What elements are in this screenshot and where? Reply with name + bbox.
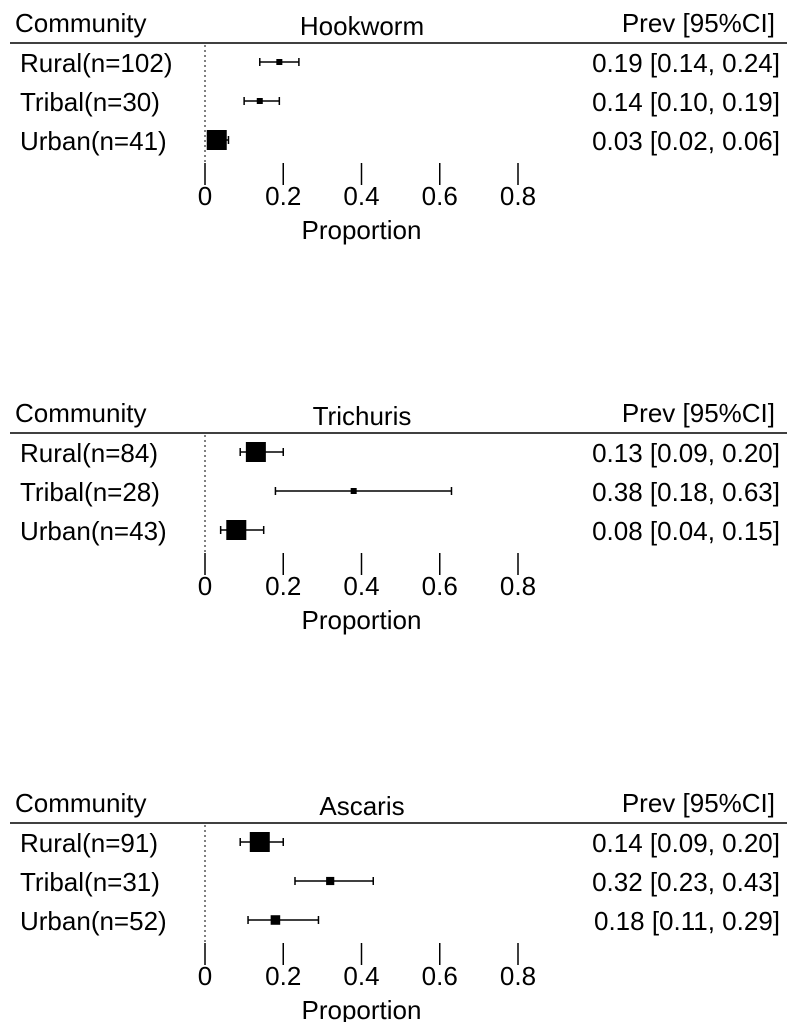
point-estimate	[256, 98, 263, 104]
point-estimate	[226, 520, 247, 540]
row-label: Rural(n=84)	[20, 438, 158, 468]
x-tick-label: 0.8	[500, 181, 536, 211]
row-label: Rural(n=102)	[20, 48, 172, 78]
x-tick-label: 0.4	[343, 181, 379, 211]
value-label: 0.03 [0.02, 0.06]	[592, 126, 780, 156]
row-label: Tribal(n=31)	[20, 867, 160, 897]
row-label: Tribal(n=30)	[20, 87, 160, 117]
x-tick-label: 0.8	[500, 571, 536, 601]
value-label: 0.14 [0.09, 0.20]	[592, 828, 780, 858]
group-header: Community	[15, 8, 146, 38]
x-tick-label: 0	[198, 961, 212, 991]
point-estimate	[270, 915, 281, 925]
value-label: 0.18 [0.11, 0.29]	[594, 906, 780, 936]
value-label: 0.19 [0.14, 0.24]	[592, 48, 780, 78]
x-tick-label: 0.6	[422, 571, 458, 601]
x-tick-label: 0	[198, 181, 212, 211]
value-header: Prev [95%CI]	[622, 788, 775, 818]
row-label: Urban(n=43)	[20, 516, 167, 546]
x-axis-label: Proportion	[302, 605, 422, 635]
x-tick-label: 0.8	[500, 961, 536, 991]
x-tick-label: 0.2	[265, 961, 301, 991]
panel-title: Trichuris	[313, 401, 412, 431]
point-estimate	[206, 130, 227, 150]
x-tick-label: 0.6	[422, 961, 458, 991]
row-label: Urban(n=41)	[20, 126, 167, 156]
value-label: 0.08 [0.04, 0.15]	[592, 516, 780, 546]
value-label: 0.14 [0.10, 0.19]	[592, 87, 780, 117]
value-label: 0.38 [0.18, 0.63]	[592, 477, 780, 507]
x-axis-label: Proportion	[302, 215, 422, 245]
row-label: Urban(n=52)	[20, 906, 167, 936]
x-tick-label: 0.6	[422, 181, 458, 211]
point-estimate	[350, 488, 357, 494]
x-tick-label: 0.2	[265, 571, 301, 601]
x-tick-label: 0.4	[343, 961, 379, 991]
panel-title: Ascaris	[319, 791, 404, 821]
value-header: Prev [95%CI]	[622, 398, 775, 428]
value-header: Prev [95%CI]	[622, 8, 775, 38]
point-estimate	[276, 59, 283, 65]
x-axis-label: Proportion	[302, 995, 422, 1022]
point-estimate	[245, 442, 266, 462]
x-tick-label: 0.2	[265, 181, 301, 211]
x-tick-label: 0	[198, 571, 212, 601]
group-header: Community	[15, 398, 146, 428]
row-label: Rural(n=91)	[20, 828, 158, 858]
panel-title: Hookworm	[300, 11, 424, 41]
value-label: 0.13 [0.09, 0.20]	[592, 438, 780, 468]
group-header: Community	[15, 788, 146, 818]
row-label: Tribal(n=28)	[20, 477, 160, 507]
x-tick-label: 0.4	[343, 571, 379, 601]
value-label: 0.32 [0.23, 0.43]	[592, 867, 780, 897]
point-estimate	[249, 832, 270, 852]
point-estimate	[326, 876, 335, 886]
